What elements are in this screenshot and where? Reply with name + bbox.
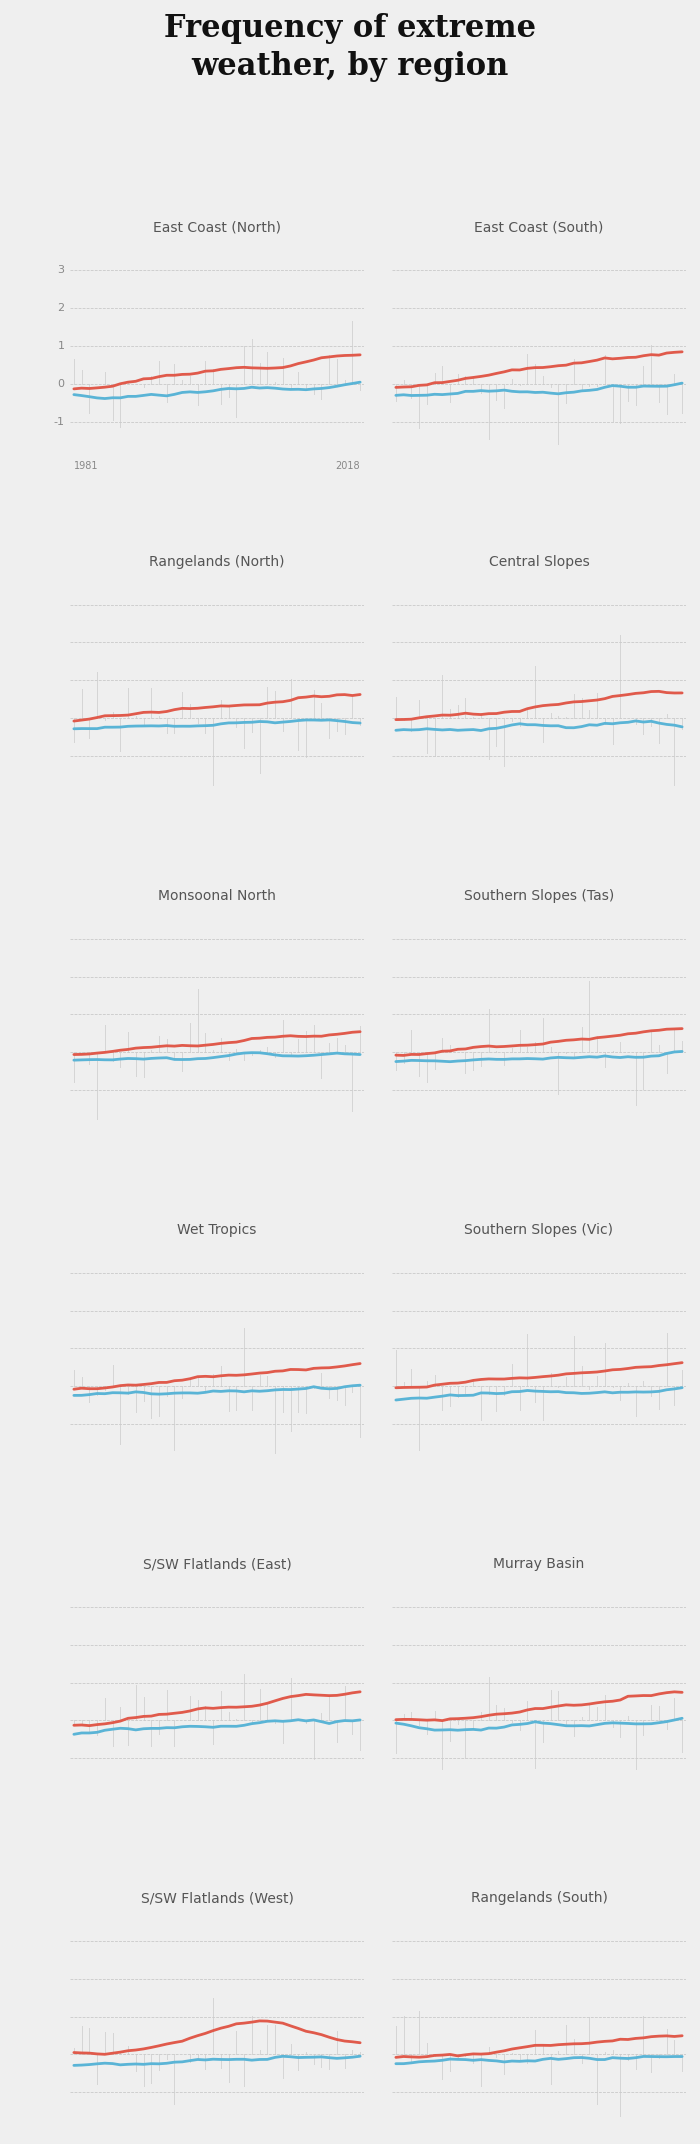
Text: Southern Slopes (Vic): Southern Slopes (Vic) bbox=[465, 1224, 613, 1237]
Text: 1: 1 bbox=[57, 341, 64, 352]
Text: 3: 3 bbox=[57, 266, 64, 274]
Text: 1981: 1981 bbox=[74, 461, 99, 472]
Text: Murray Basin: Murray Basin bbox=[494, 1557, 584, 1572]
Text: Monsoonal North: Monsoonal North bbox=[158, 890, 276, 903]
Text: Rangelands (North): Rangelands (North) bbox=[149, 555, 285, 568]
Text: Southern Slopes (Tas): Southern Slopes (Tas) bbox=[464, 890, 614, 903]
Text: Central Slopes: Central Slopes bbox=[489, 555, 589, 568]
Text: Wet Tropics: Wet Tropics bbox=[177, 1224, 257, 1237]
Text: 2: 2 bbox=[57, 302, 64, 313]
Text: 2018: 2018 bbox=[335, 461, 360, 472]
Text: Frequency of extreme
weather, by region: Frequency of extreme weather, by region bbox=[164, 13, 536, 81]
Text: S/SW Flatlands (East): S/SW Flatlands (East) bbox=[143, 1557, 291, 1572]
Text: 0: 0 bbox=[57, 379, 64, 388]
Text: Rangelands (South): Rangelands (South) bbox=[470, 1891, 608, 1906]
Text: East Coast (South): East Coast (South) bbox=[475, 221, 603, 236]
Text: -1: -1 bbox=[54, 416, 64, 427]
Text: S/SW Flatlands (West): S/SW Flatlands (West) bbox=[141, 1891, 293, 1906]
Text: East Coast (North): East Coast (North) bbox=[153, 221, 281, 236]
